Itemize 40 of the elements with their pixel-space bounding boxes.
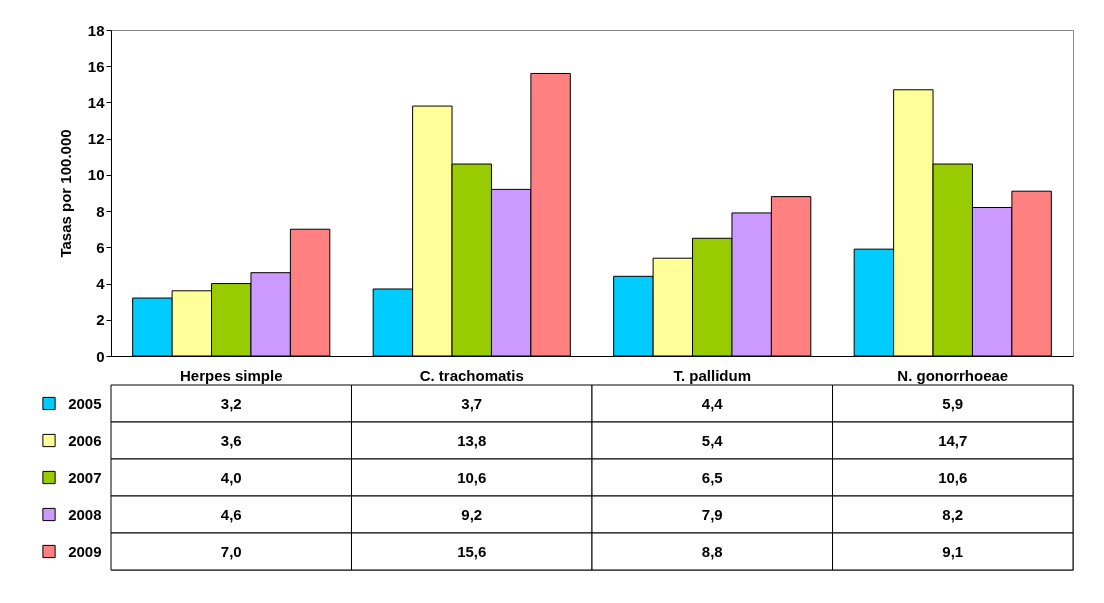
data-label: 10,6 bbox=[938, 468, 968, 486]
data-label: 6,5 bbox=[701, 468, 723, 486]
x-tick-label: Herpes simple bbox=[179, 366, 283, 384]
data-label: 3,2 bbox=[220, 394, 242, 412]
x-tick-label: C. trachomatis bbox=[419, 366, 524, 384]
data-label: 5,9 bbox=[942, 394, 964, 412]
y-tick-label: 8 bbox=[96, 202, 105, 220]
data-label: 8,8 bbox=[701, 542, 723, 560]
y-tick-label: 2 bbox=[96, 311, 105, 329]
data-label: 9,2 bbox=[461, 505, 483, 523]
x-tick-label: T. pallidum bbox=[673, 366, 752, 384]
data-label: 14,7 bbox=[938, 431, 968, 449]
data-label: 4,6 bbox=[220, 505, 242, 523]
y-tick-label: 6 bbox=[96, 238, 105, 256]
y-tick-label: 14 bbox=[87, 93, 106, 111]
y-tick-label: 10 bbox=[87, 166, 105, 184]
data-label: 3,6 bbox=[220, 431, 242, 449]
data-label: 5,4 bbox=[701, 431, 724, 449]
y-tick-label: 12 bbox=[87, 130, 105, 148]
data-label: 10,6 bbox=[457, 468, 487, 486]
x-tick-label: N. gonorrhoeae bbox=[897, 366, 1009, 384]
data-label: 4,4 bbox=[701, 394, 724, 412]
y-axis-title: Tasas por 100.000 bbox=[56, 129, 74, 258]
data-label: 3,7 bbox=[461, 394, 483, 412]
legend-label: 2009 bbox=[68, 542, 102, 560]
legend-label: 2008 bbox=[68, 505, 102, 523]
y-tick-label: 0 bbox=[96, 347, 105, 365]
data-label: 7,0 bbox=[220, 542, 242, 560]
legend-label: 2006 bbox=[68, 431, 102, 449]
data-label: 13,8 bbox=[457, 431, 487, 449]
legend-label: 2005 bbox=[68, 394, 102, 412]
data-label: 9,1 bbox=[942, 542, 964, 560]
data-label: 7,9 bbox=[701, 505, 723, 523]
legend-label: 2007 bbox=[68, 468, 102, 486]
y-tick-label: 18 bbox=[87, 21, 105, 39]
data-label: 4,0 bbox=[220, 468, 242, 486]
y-tick-label: 16 bbox=[87, 57, 105, 75]
data-label: 15,6 bbox=[457, 542, 487, 560]
data-label: 8,2 bbox=[942, 505, 964, 523]
y-tick-label: 4 bbox=[96, 275, 106, 293]
